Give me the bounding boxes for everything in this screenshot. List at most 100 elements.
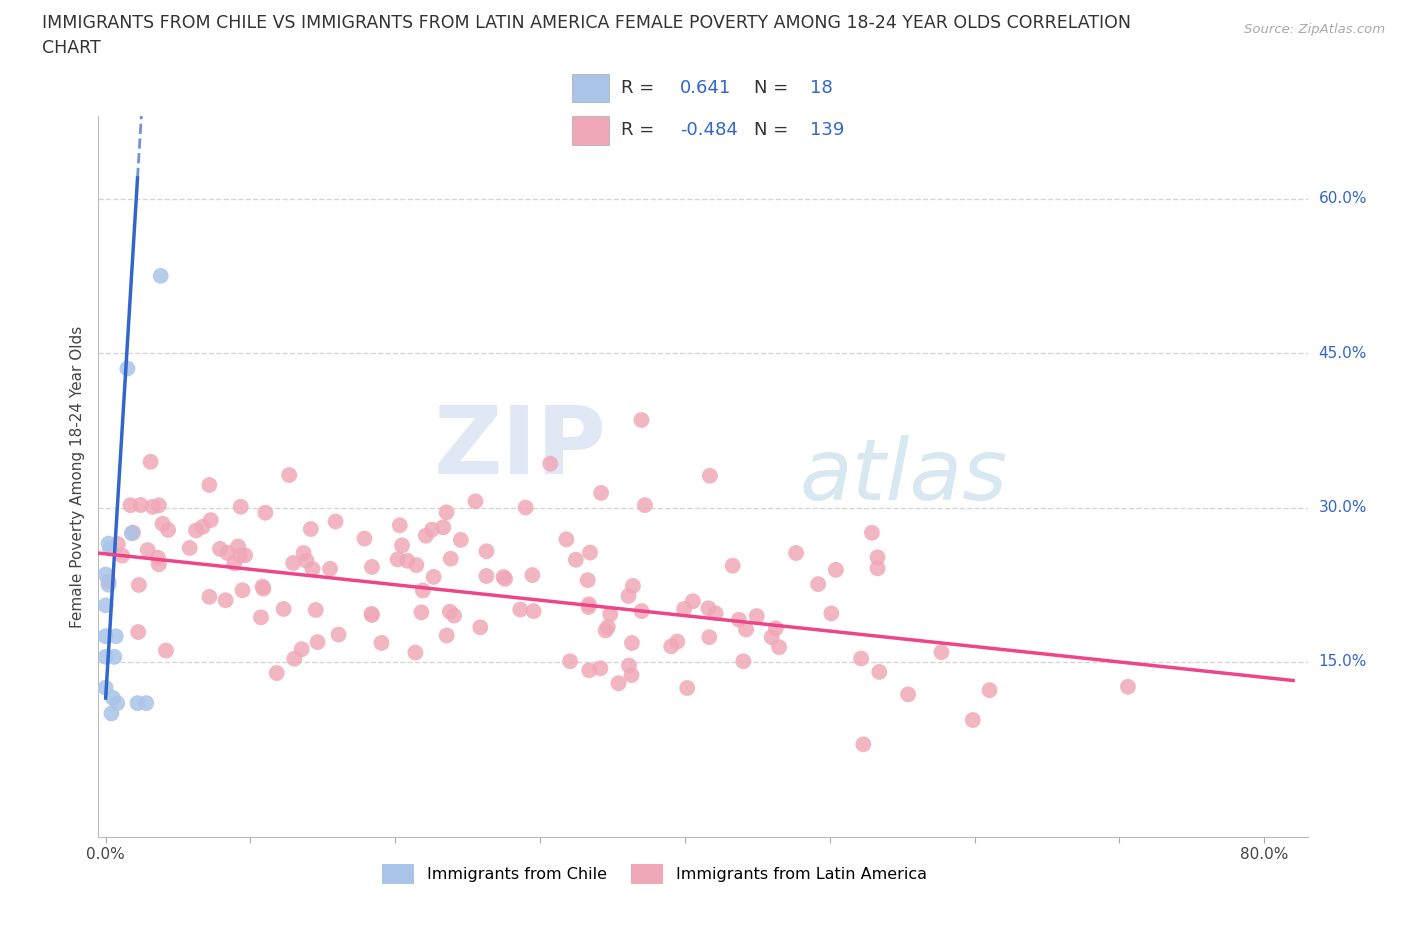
- Text: CHART: CHART: [42, 39, 101, 57]
- Point: [422, 569, 444, 584]
- Point: [252, 581, 274, 596]
- Text: Source: ZipAtlas.com: Source: ZipAtlas.com: [1244, 23, 1385, 36]
- Point: [405, 558, 427, 573]
- Point: [94, 598, 117, 613]
- Point: [704, 605, 727, 620]
- Point: [328, 627, 350, 642]
- Point: [295, 553, 318, 568]
- Point: [436, 628, 458, 643]
- Point: [617, 658, 640, 673]
- Point: [361, 560, 384, 575]
- Point: [699, 469, 721, 484]
- Point: [436, 505, 458, 520]
- Text: N =: N =: [754, 122, 789, 140]
- Point: [785, 546, 807, 561]
- Point: [152, 516, 174, 531]
- Text: 15.0%: 15.0%: [1319, 655, 1367, 670]
- Point: [599, 606, 621, 621]
- Point: [666, 634, 689, 649]
- Point: [682, 594, 704, 609]
- Point: [475, 568, 498, 583]
- Text: 139: 139: [810, 122, 844, 140]
- FancyBboxPatch shape: [572, 74, 609, 102]
- Point: [94, 649, 117, 664]
- Point: [291, 642, 314, 657]
- Point: [849, 651, 872, 666]
- Point: [897, 687, 920, 702]
- Text: 45.0%: 45.0%: [1319, 346, 1367, 361]
- Text: IMMIGRANTS FROM CHILE VS IMMIGRANTS FROM LATIN AMERICA FEMALE POVERTY AMONG 18-2: IMMIGRANTS FROM CHILE VS IMMIGRANTS FROM…: [42, 14, 1132, 32]
- Point: [634, 498, 657, 512]
- Point: [200, 512, 222, 527]
- Point: [558, 654, 581, 669]
- Point: [117, 361, 139, 376]
- Point: [191, 520, 214, 535]
- Point: [111, 548, 134, 563]
- Point: [94, 680, 117, 695]
- Point: [128, 578, 150, 592]
- Point: [94, 629, 117, 644]
- Point: [283, 651, 305, 666]
- Point: [866, 561, 889, 576]
- Point: [97, 536, 120, 551]
- Point: [387, 551, 409, 566]
- Point: [735, 622, 758, 637]
- Point: [866, 550, 889, 565]
- Point: [630, 604, 652, 618]
- Text: R =: R =: [621, 79, 654, 97]
- Point: [299, 522, 322, 537]
- Point: [184, 523, 207, 538]
- Point: [404, 645, 426, 660]
- Point: [868, 665, 890, 680]
- Point: [146, 551, 169, 565]
- Point: [596, 619, 619, 634]
- Point: [475, 544, 498, 559]
- Point: [607, 676, 630, 691]
- Point: [179, 540, 201, 555]
- Point: [391, 538, 413, 552]
- Point: [254, 505, 277, 520]
- Point: [565, 552, 588, 567]
- Point: [728, 612, 751, 627]
- FancyBboxPatch shape: [572, 116, 609, 145]
- Point: [440, 551, 463, 566]
- Point: [252, 579, 274, 594]
- Point: [411, 604, 433, 619]
- Point: [307, 634, 329, 649]
- Point: [217, 546, 239, 561]
- Point: [492, 569, 515, 584]
- Point: [591, 485, 613, 500]
- Point: [283, 555, 305, 570]
- Point: [98, 541, 121, 556]
- Point: [673, 602, 696, 617]
- Point: [361, 607, 384, 622]
- Point: [224, 556, 246, 571]
- Point: [420, 522, 443, 537]
- Text: atlas: atlas: [800, 435, 1008, 518]
- Point: [450, 533, 472, 548]
- Point: [676, 681, 699, 696]
- Point: [278, 468, 301, 483]
- Point: [250, 610, 273, 625]
- Point: [494, 571, 516, 586]
- Point: [325, 514, 347, 529]
- Point: [1116, 679, 1139, 694]
- Text: R =: R =: [621, 122, 654, 140]
- Point: [148, 557, 170, 572]
- Point: [142, 499, 165, 514]
- Text: 0.641: 0.641: [681, 79, 731, 97]
- Point: [155, 644, 177, 658]
- Point: [301, 562, 323, 577]
- Point: [149, 269, 172, 284]
- Point: [697, 601, 720, 616]
- Point: [136, 542, 159, 557]
- Point: [579, 545, 602, 560]
- Point: [432, 520, 454, 535]
- Point: [522, 567, 544, 582]
- Point: [555, 532, 578, 547]
- Point: [229, 548, 252, 563]
- Y-axis label: Female Poverty Among 18-24 Year Olds: Female Poverty Among 18-24 Year Olds: [69, 326, 84, 628]
- Point: [538, 457, 561, 472]
- Point: [121, 525, 143, 540]
- Point: [105, 696, 128, 711]
